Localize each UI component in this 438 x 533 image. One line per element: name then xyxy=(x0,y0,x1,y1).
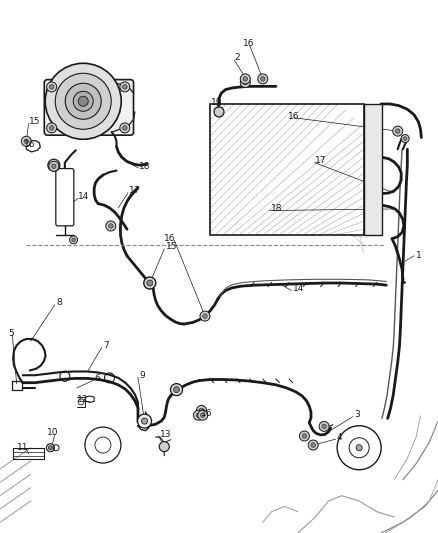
Text: 16: 16 xyxy=(24,141,35,149)
Circle shape xyxy=(72,238,75,241)
Text: 7: 7 xyxy=(103,341,109,350)
Circle shape xyxy=(70,236,78,244)
Circle shape xyxy=(147,280,153,286)
Text: 15: 15 xyxy=(166,243,177,251)
Circle shape xyxy=(109,224,113,228)
Circle shape xyxy=(49,85,54,89)
Text: 16: 16 xyxy=(243,39,254,48)
Circle shape xyxy=(311,443,315,447)
Circle shape xyxy=(243,77,247,81)
Circle shape xyxy=(159,442,169,451)
Circle shape xyxy=(46,443,54,452)
Text: 3: 3 xyxy=(354,410,360,419)
Circle shape xyxy=(24,139,28,143)
Circle shape xyxy=(123,126,127,130)
Circle shape xyxy=(393,126,403,136)
Circle shape xyxy=(319,422,329,431)
Text: 17: 17 xyxy=(129,187,141,195)
Circle shape xyxy=(300,431,309,441)
Bar xyxy=(210,104,364,235)
Circle shape xyxy=(49,161,59,171)
Circle shape xyxy=(203,314,207,318)
Circle shape xyxy=(138,414,152,428)
FancyBboxPatch shape xyxy=(44,79,134,135)
Circle shape xyxy=(170,384,183,395)
Circle shape xyxy=(48,159,60,171)
Circle shape xyxy=(21,136,31,146)
Text: 6: 6 xyxy=(94,374,100,383)
Circle shape xyxy=(49,126,54,130)
Text: 10: 10 xyxy=(47,429,59,437)
Circle shape xyxy=(243,80,247,85)
Text: 17: 17 xyxy=(315,157,327,165)
Circle shape xyxy=(120,123,130,133)
Circle shape xyxy=(200,311,210,321)
Circle shape xyxy=(196,413,201,417)
Circle shape xyxy=(73,91,93,111)
Circle shape xyxy=(401,134,409,143)
Circle shape xyxy=(197,406,206,415)
Circle shape xyxy=(47,82,57,92)
Circle shape xyxy=(356,445,362,451)
Circle shape xyxy=(120,82,130,92)
Text: 5: 5 xyxy=(8,329,14,337)
Circle shape xyxy=(173,386,180,393)
Text: 16: 16 xyxy=(164,235,176,243)
Text: 19: 19 xyxy=(211,98,223,107)
Circle shape xyxy=(403,137,407,140)
Text: 4: 4 xyxy=(336,433,342,441)
Circle shape xyxy=(240,78,250,87)
Text: 1: 1 xyxy=(416,252,422,260)
Circle shape xyxy=(52,164,56,168)
Text: 14: 14 xyxy=(78,192,89,200)
Circle shape xyxy=(201,413,205,417)
Circle shape xyxy=(302,434,307,438)
Circle shape xyxy=(198,410,208,420)
Text: 9: 9 xyxy=(139,372,145,380)
Text: 12: 12 xyxy=(77,395,88,404)
Bar xyxy=(364,104,381,235)
Circle shape xyxy=(78,96,88,106)
FancyBboxPatch shape xyxy=(56,168,74,226)
Circle shape xyxy=(194,410,203,420)
Circle shape xyxy=(396,129,400,133)
Circle shape xyxy=(123,85,127,89)
Text: 18: 18 xyxy=(139,162,151,171)
Circle shape xyxy=(199,408,204,413)
Text: 15: 15 xyxy=(28,117,40,126)
Text: 16: 16 xyxy=(201,409,212,417)
Circle shape xyxy=(45,63,121,139)
Circle shape xyxy=(214,107,224,117)
Circle shape xyxy=(106,221,116,231)
Circle shape xyxy=(322,424,326,429)
Circle shape xyxy=(65,83,101,119)
Circle shape xyxy=(308,440,318,450)
Text: 16: 16 xyxy=(288,112,300,120)
Circle shape xyxy=(240,74,250,84)
Circle shape xyxy=(47,123,57,133)
Circle shape xyxy=(261,77,265,81)
Text: 8: 8 xyxy=(56,298,62,307)
Circle shape xyxy=(144,277,156,289)
Circle shape xyxy=(55,73,111,130)
Circle shape xyxy=(258,74,268,84)
Text: 2: 2 xyxy=(235,53,240,62)
Text: 14: 14 xyxy=(293,285,304,293)
Text: 18: 18 xyxy=(271,205,282,213)
Text: 13: 13 xyxy=(160,430,171,439)
Circle shape xyxy=(141,418,148,424)
Text: 11: 11 xyxy=(17,443,28,452)
Circle shape xyxy=(48,446,53,450)
